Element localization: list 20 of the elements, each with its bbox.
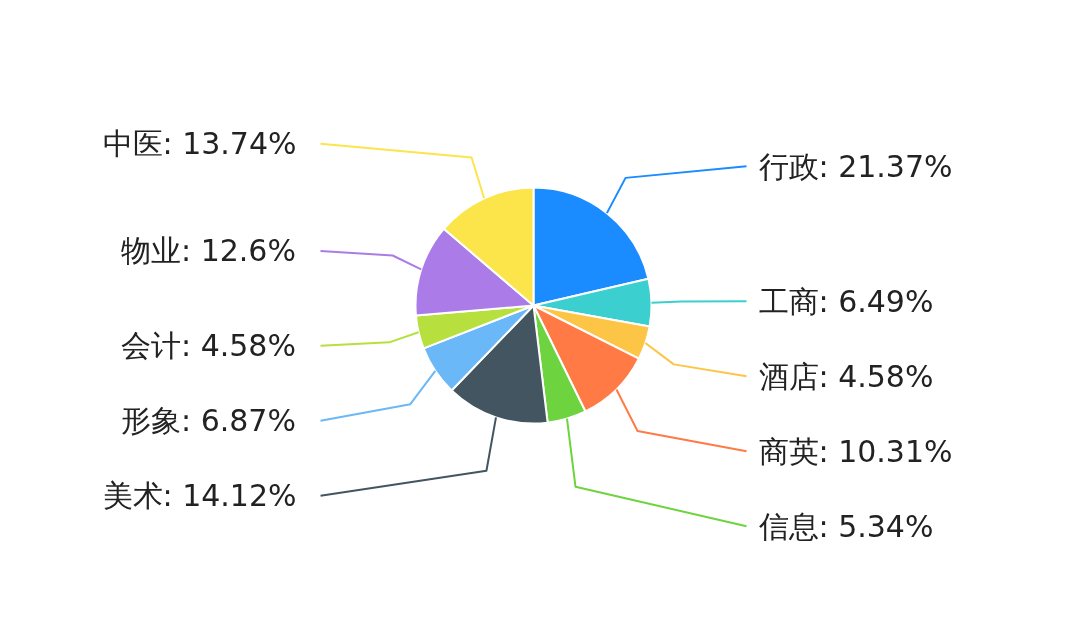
data-label: : 12.6%	[181, 233, 296, 269]
data-label: : 13.74%	[162, 126, 297, 162]
slice-label: 中医	[102, 126, 163, 162]
slice-label: 工商	[758, 283, 819, 319]
slice-label: 酒店	[758, 358, 819, 394]
data-label: : 14.12%	[162, 478, 297, 514]
data-label: : 5.34%	[818, 508, 934, 544]
slice-label: 会计	[121, 328, 181, 364]
data-label: : 10.31%	[818, 433, 953, 469]
slice-label: 信息	[758, 508, 819, 544]
slice-label: 商英	[758, 433, 819, 469]
slice-label: 行政	[758, 148, 819, 184]
data-label: : 4.58%	[818, 358, 934, 394]
slice-label: 物业	[121, 233, 181, 269]
data-label: : 6.49%	[818, 283, 934, 319]
slice-label: 美术	[102, 478, 163, 514]
data-label: : 21.37%	[818, 148, 953, 184]
slice-label: 形象	[121, 403, 181, 439]
data-label: : 4.58%	[181, 328, 296, 364]
data-label: : 6.87%	[181, 403, 296, 439]
